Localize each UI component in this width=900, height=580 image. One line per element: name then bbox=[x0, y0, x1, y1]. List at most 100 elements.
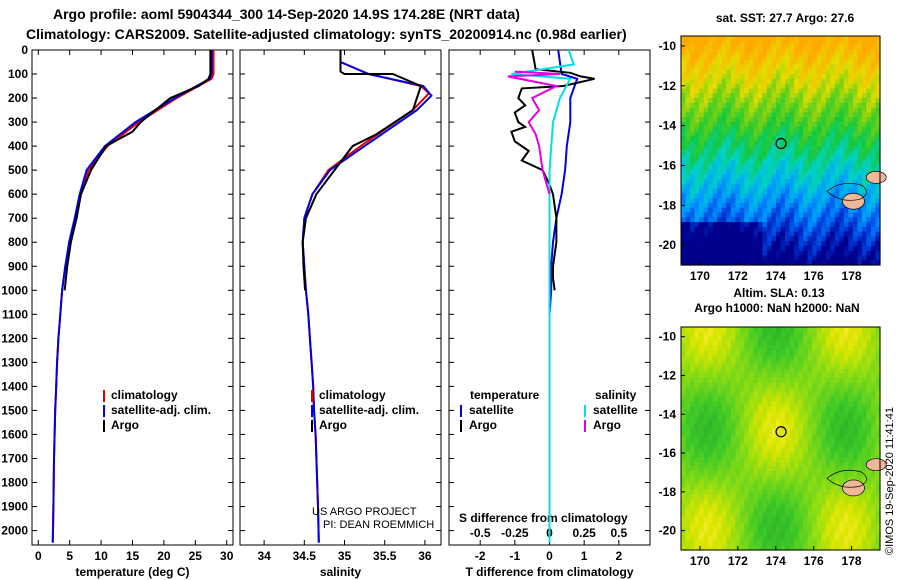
map-cell bbox=[757, 373, 763, 379]
map-cell bbox=[708, 364, 714, 370]
map-cell bbox=[694, 466, 700, 472]
map-cell bbox=[852, 508, 858, 514]
map-cell bbox=[690, 331, 696, 337]
map-cell bbox=[852, 471, 858, 477]
map-cell bbox=[785, 98, 791, 104]
map-cell bbox=[726, 429, 732, 435]
map-cell bbox=[703, 212, 709, 218]
map-cell bbox=[789, 255, 795, 261]
map-cell bbox=[871, 193, 877, 199]
map-cell bbox=[685, 155, 691, 161]
map-cell bbox=[753, 545, 759, 551]
map-cell bbox=[771, 117, 777, 123]
map-cell bbox=[757, 69, 763, 75]
map-cell bbox=[785, 531, 791, 537]
map-cell bbox=[866, 340, 872, 347]
map-cell bbox=[848, 260, 854, 266]
map-cell bbox=[852, 45, 858, 51]
map-cell bbox=[780, 359, 786, 365]
map-cell bbox=[712, 155, 718, 161]
map-cell bbox=[730, 364, 736, 370]
map-cell bbox=[766, 461, 772, 467]
map-cell bbox=[789, 69, 795, 75]
map-cell bbox=[789, 429, 795, 435]
map-cell bbox=[757, 485, 763, 491]
map-cell bbox=[744, 74, 750, 80]
map-cell bbox=[685, 350, 691, 356]
map-cell bbox=[753, 443, 759, 449]
map-cell bbox=[685, 222, 691, 228]
map-cell bbox=[735, 443, 741, 449]
map-cell bbox=[748, 188, 754, 195]
map-cell bbox=[685, 179, 691, 185]
map-cell bbox=[708, 126, 714, 132]
map-cell bbox=[812, 183, 818, 190]
map-cell bbox=[721, 540, 727, 546]
map-cell bbox=[762, 410, 768, 416]
map-cell bbox=[857, 121, 863, 128]
map-cell bbox=[717, 241, 723, 247]
map-cell bbox=[871, 88, 877, 94]
map-cell bbox=[861, 540, 867, 546]
map-cell bbox=[712, 396, 718, 402]
map-cell bbox=[834, 340, 840, 347]
map-cell bbox=[825, 410, 831, 416]
map-cell bbox=[825, 236, 831, 242]
map-cell bbox=[748, 131, 754, 137]
map-cell bbox=[776, 231, 782, 237]
map-cell bbox=[830, 475, 836, 481]
map-cell bbox=[757, 250, 763, 257]
map-cell bbox=[739, 93, 745, 99]
map-cell bbox=[803, 350, 809, 356]
series-satellite-adj-clim- bbox=[301, 50, 433, 543]
map-cell bbox=[785, 489, 791, 495]
map-cell bbox=[830, 131, 836, 137]
map-cell bbox=[830, 466, 836, 472]
map-cell bbox=[807, 50, 813, 56]
map-cell bbox=[748, 392, 754, 398]
map-cell bbox=[762, 217, 768, 223]
map-cell bbox=[735, 160, 741, 166]
map-cell bbox=[794, 531, 800, 537]
map-cell bbox=[699, 193, 705, 199]
map-cell bbox=[744, 150, 750, 156]
map-cell bbox=[748, 475, 754, 481]
map-cell bbox=[712, 327, 718, 333]
map-cell bbox=[825, 359, 831, 365]
map-cell bbox=[694, 45, 700, 51]
map-cell bbox=[812, 74, 818, 80]
map-cell bbox=[798, 406, 804, 412]
map-cell bbox=[690, 327, 696, 333]
map-cell bbox=[798, 164, 804, 171]
map-cell bbox=[861, 141, 867, 147]
map-cell bbox=[834, 489, 840, 495]
map-cell bbox=[794, 387, 800, 393]
map-cell bbox=[748, 387, 754, 393]
map-cell bbox=[875, 364, 881, 370]
map-cell bbox=[861, 378, 867, 384]
y-tick-label: 1100 bbox=[2, 307, 28, 321]
map-cell bbox=[690, 169, 696, 175]
map-cell bbox=[717, 350, 723, 356]
map-cell bbox=[839, 457, 845, 463]
map-cell bbox=[812, 78, 818, 85]
map-cell bbox=[748, 107, 754, 113]
map-cell bbox=[780, 55, 786, 61]
map-cell bbox=[834, 69, 840, 75]
map-cell bbox=[871, 245, 877, 252]
map-cell bbox=[690, 540, 696, 546]
map-cell bbox=[735, 331, 741, 337]
map-cell bbox=[748, 155, 754, 161]
map-cell bbox=[866, 489, 872, 495]
map-cell bbox=[726, 136, 732, 142]
map-cell bbox=[717, 36, 723, 42]
map-cell bbox=[776, 112, 782, 118]
map-cell bbox=[766, 260, 772, 266]
map-cell bbox=[685, 438, 691, 444]
map-cell bbox=[848, 59, 854, 66]
map-cell bbox=[803, 188, 809, 195]
map-cell bbox=[703, 255, 709, 261]
map-cell bbox=[861, 183, 867, 190]
map-cell bbox=[703, 78, 709, 85]
map-cell bbox=[717, 74, 723, 80]
